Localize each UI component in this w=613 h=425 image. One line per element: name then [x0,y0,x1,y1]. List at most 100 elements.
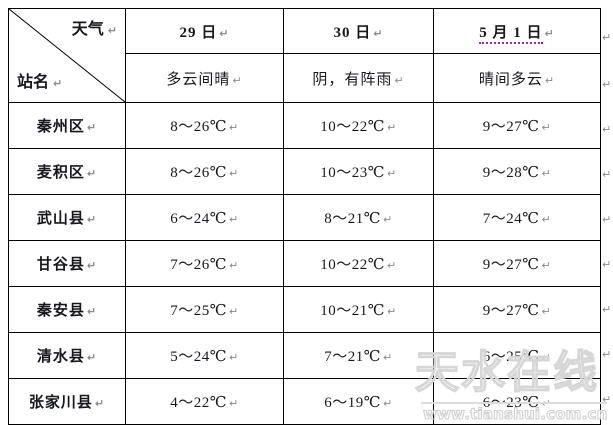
pilcrow-mark: ↵ [541,213,552,226]
pilcrow-mark: ↵ [541,259,552,272]
corner-label-station-text: 站名 [17,74,50,91]
temperature-text: 7～26℃ [170,257,228,273]
condition-cell-may1-text: 晴间多云 [478,71,543,88]
table-row: 麦积区 ↵ 8～26℃ ↵ 10～23℃ ↵ 9～28℃ ↵ [8,148,601,195]
pilcrow-mark: ↵ [387,305,397,318]
corner-label-weather-text: 天气 [71,21,104,38]
date-header-may1-text: 5 月 1 日 [479,24,543,44]
temperature-text: 6～24℃ [170,211,228,227]
temperature-text: 9～28℃ [482,165,540,181]
temperature-text: 7～25℃ [170,303,228,319]
temperature-cell-may1: 6～23℃ ↵ [433,378,601,425]
pilcrow-mark: ↵ [86,121,98,134]
temperature-cell-may1: 9～28℃ ↵ [433,148,601,195]
table-row: 秦安县 ↵ 7～25℃ ↵ 10～21℃ ↵ 9～27℃ ↵ [8,286,601,333]
station-name-cell: 秦州区 ↵ [8,102,126,149]
temperature-text: 8～21℃ [324,211,382,227]
table-row: 张家川县 ↵ 4～22℃ ↵ 6～19℃ ↵ 6～23℃ ↵ [8,378,601,425]
pilcrow-mark: ↵ [229,121,239,134]
condition-cell-30: 阴，有阵雨 ↵ [283,53,434,103]
temperature-cell-30: 6～19℃ ↵ [283,378,434,425]
pilcrow-mark: ↵ [219,26,230,40]
corner-label-station: 站名 ↵ [17,68,62,92]
pilcrow-mark: ↵ [94,397,106,410]
temperature-cell-may1: 6～25℃ ↵ [433,332,601,379]
station-name-cell: 麦积区 ↵ [8,148,126,195]
pilcrow-mark: ↵ [383,351,393,364]
temperature-cell-30: 10～21℃ ↵ [283,286,434,333]
pilcrow-mark: ↵ [541,305,552,318]
date-header-29-text: 29 日 [179,24,218,41]
pilcrow-mark: ↵ [232,73,243,87]
pilcrow-mark: ↵ [383,397,393,410]
temperature-text: 6～19℃ [324,395,382,411]
temperature-text: 7～24℃ [482,211,540,227]
corner-header-cell: 天气 ↵ 站名 ↵ [8,8,126,103]
pilcrow-mark: ↵ [86,259,98,272]
temperature-cell-30: 10～23℃ ↵ [283,148,434,195]
table-row: 武山县 ↵ 6～24℃ ↵ 8～21℃ ↵ 7～24℃ ↵ [8,194,601,241]
temperature-cell-30: 8～21℃ ↵ [283,194,434,241]
pilcrow-mark: ↵ [602,348,612,361]
temperature-text: 10～23℃ [320,165,386,181]
station-name-text: 麦积区 [36,165,85,181]
station-name-cell: 秦安县 ↵ [8,286,126,333]
temperature-text: 8～26℃ [170,119,228,135]
pilcrow-mark: ↵ [107,24,117,37]
temperature-cell-may1: 9～27℃ ↵ [433,102,601,149]
pilcrow-mark: ↵ [387,121,397,134]
station-name-cell: 清水县 ↵ [8,332,126,379]
temperature-text: 6～23℃ [482,395,540,411]
pilcrow-mark: ↵ [544,26,555,40]
condition-cell-29-text: 多云间晴 [166,71,231,88]
temperature-cell-29: 7～26℃ ↵ [125,240,284,287]
temperature-cell-29: 8～26℃ ↵ [125,148,284,195]
temperature-text: 4～22℃ [170,395,228,411]
temperature-text: 10～21℃ [320,303,386,319]
margin-paragraph-marks: ↵ ↵ ↵ ↵ ↵ ↵ ↵ ↵ ↵ [602,8,613,405]
temperature-text: 10～22℃ [320,119,386,135]
pilcrow-mark: ↵ [373,26,384,40]
pilcrow-mark: ↵ [394,73,405,87]
pilcrow-mark: ↵ [86,167,98,180]
pilcrow-mark: ↵ [86,213,98,226]
pilcrow-mark: ↵ [541,397,552,410]
condition-cell-29: 多云间晴 ↵ [125,53,284,103]
temperature-cell-30: 10～22℃ ↵ [283,240,434,287]
station-name-text: 秦安县 [36,303,85,319]
pilcrow-mark: ↵ [602,123,612,136]
table-header-row-conditions: 多云间晴 ↵ 阴，有阵雨 ↵ 晴间多云 ↵ [9,53,601,103]
pilcrow-mark: ↵ [602,303,612,316]
pilcrow-mark: ↵ [229,397,239,410]
temperature-cell-29: 6～24℃ ↵ [125,194,284,241]
pilcrow-mark: ↵ [229,351,239,364]
table-header-row-dates: 天气 ↵ 站名 ↵ 29 日 ↵ 30 日 ↵ 5 月 1 日 ↵ [8,8,601,103]
pilcrow-mark: ↵ [602,393,612,406]
station-name-text: 武山县 [36,211,85,227]
temperature-text: 9～27℃ [482,119,540,135]
date-header-30-text: 30 日 [333,24,372,41]
temperature-cell-30: 10～22℃ ↵ [283,102,434,149]
date-header-29: 29 日 ↵ [125,8,284,54]
pilcrow-mark: ↵ [229,305,239,318]
table-row: 秦州区 ↵ 8～26℃ ↵ 10～22℃ ↵ 9～27℃ ↵ [8,102,601,149]
pilcrow-mark: ↵ [541,121,552,134]
date-header-may1: 5 月 1 日 ↵ [433,8,601,54]
pilcrow-mark: ↵ [387,259,397,272]
temperature-text: 6～25℃ [482,349,540,365]
temperature-text: 10～22℃ [320,257,386,273]
temperature-cell-29: 5～24℃ ↵ [125,332,284,379]
pilcrow-mark: ↵ [541,351,552,364]
pilcrow-mark: ↵ [229,213,239,226]
pilcrow-mark: ↵ [602,213,612,226]
condition-cell-30-text: 阴，有阵雨 [312,71,393,88]
temperature-text: 5～24℃ [170,349,228,365]
pilcrow-mark: ↵ [229,167,239,180]
pilcrow-mark: ↵ [602,78,612,91]
station-name-text: 张家川县 [28,395,93,411]
temperature-text: 7～21℃ [324,349,382,365]
temperature-cell-may1: 9～27℃ ↵ [433,286,601,333]
pilcrow-mark: ↵ [86,351,98,364]
temperature-cell-may1: 9～27℃ ↵ [433,240,601,287]
